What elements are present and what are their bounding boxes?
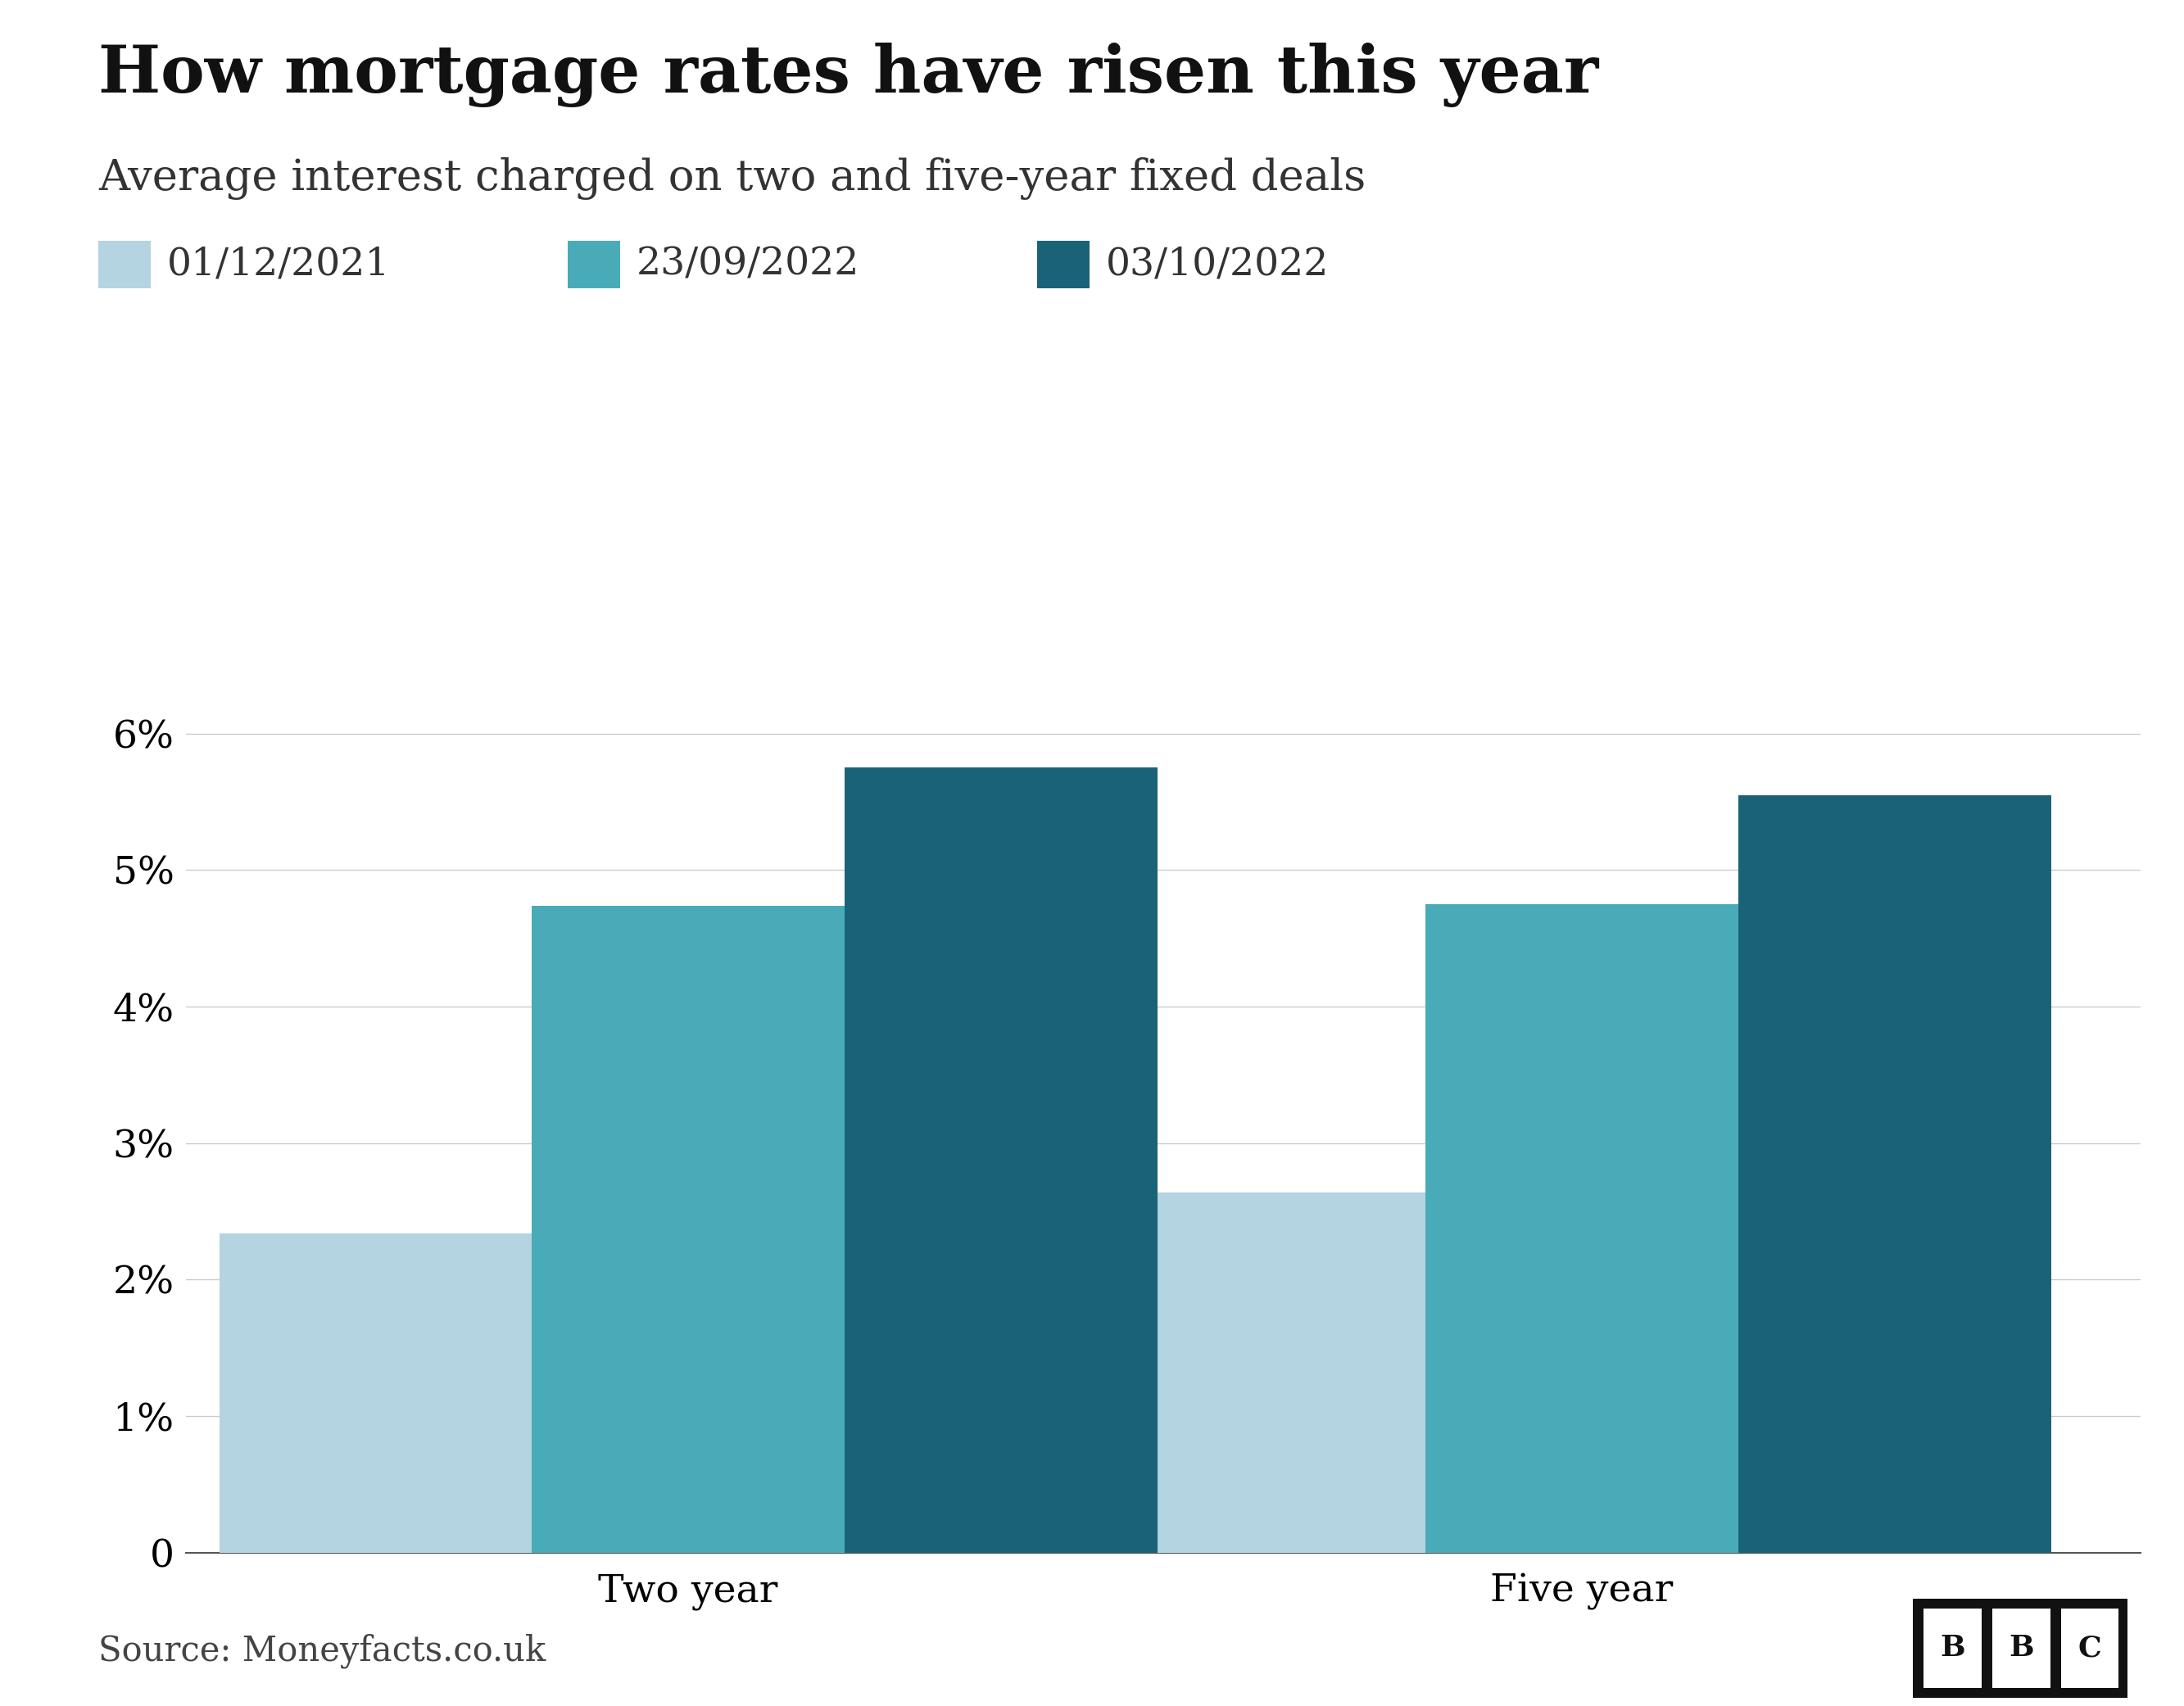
Text: B: B: [2009, 1634, 2033, 1662]
Text: 01/12/2021: 01/12/2021: [166, 246, 391, 283]
Text: B: B: [1939, 1634, 1966, 1662]
Bar: [1426, 904, 1738, 1552]
Text: C: C: [2077, 1634, 2101, 1662]
Text: 23/09/2022: 23/09/2022: [638, 246, 860, 283]
Bar: [1112, 1192, 1426, 1552]
Bar: [1738, 795, 2051, 1552]
Bar: [845, 768, 1158, 1552]
FancyBboxPatch shape: [1992, 1609, 2051, 1687]
Text: Source: Moneyfacts.co.uk: Source: Moneyfacts.co.uk: [98, 1634, 546, 1668]
Text: How mortgage rates have risen this year: How mortgage rates have risen this year: [98, 43, 1599, 107]
Text: Average interest charged on two and five-year fixed deals: Average interest charged on two and five…: [98, 157, 1365, 200]
Text: 03/10/2022: 03/10/2022: [1105, 246, 1330, 283]
FancyBboxPatch shape: [1924, 1609, 1981, 1687]
Bar: [218, 1233, 533, 1552]
FancyBboxPatch shape: [2062, 1609, 2118, 1687]
Bar: [533, 906, 845, 1552]
